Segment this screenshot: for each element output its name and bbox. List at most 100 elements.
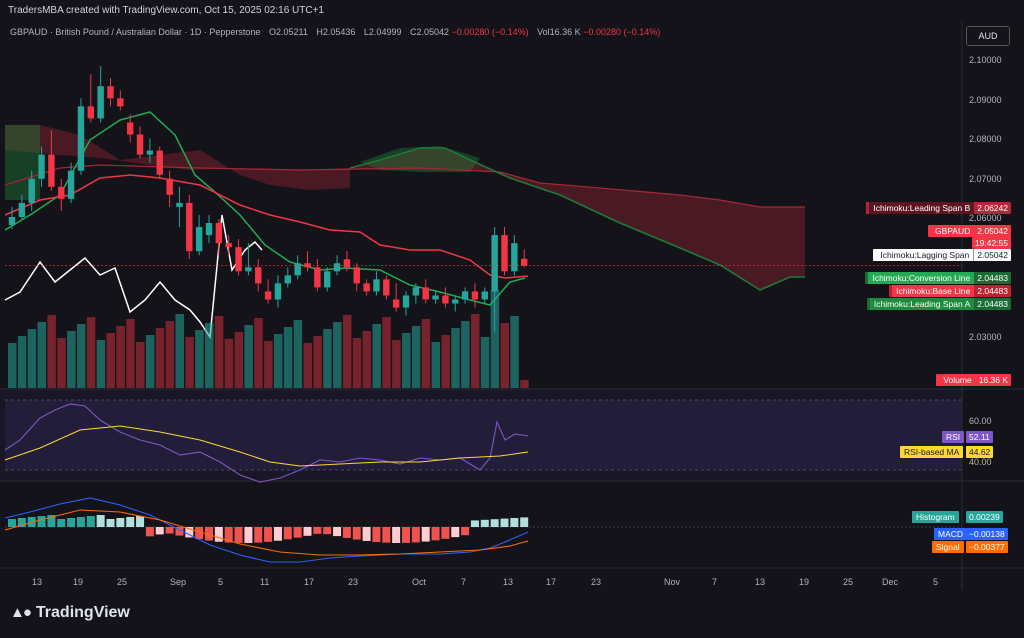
histogram-value: 0.00239: [966, 511, 1003, 523]
macd-histogram-bar: [264, 527, 273, 542]
volume-bar: [106, 333, 115, 388]
currency-button[interactable]: AUD: [966, 26, 1010, 46]
tradingview-logo[interactable]: ▲● TradingView: [10, 604, 130, 621]
tradingview-logo-icon: ▲●: [10, 604, 32, 621]
candle-body: [28, 178, 35, 203]
macd-histogram-bar: [323, 527, 332, 535]
rsi-band: [5, 400, 962, 470]
candle-body: [511, 243, 518, 272]
time-axis-label: 25: [843, 577, 854, 587]
ichimoku-cloud-bear-left: [5, 125, 350, 190]
candle-body: [58, 186, 65, 199]
volume-bar: [372, 324, 381, 388]
candle-body: [67, 170, 75, 199]
time-axis-label: 19: [73, 577, 84, 587]
candle-body: [314, 267, 321, 288]
candle-body: [521, 258, 528, 266]
volume-bar: [333, 322, 342, 388]
candle-body: [432, 295, 439, 300]
time-axis-label: Sep: [170, 577, 187, 587]
candle-body: [87, 106, 94, 119]
macd-histogram-bar: [293, 527, 302, 538]
macd-histogram-bar: [402, 527, 410, 543]
macd-histogram-bar: [254, 527, 263, 543]
candle-body: [324, 271, 331, 288]
macd-histogram-bar: [441, 527, 450, 539]
price-axis-label: 2.06000: [969, 213, 1002, 223]
rsi-ma-label: RSI-based MA: [900, 446, 964, 458]
histogram-label: Histogram: [912, 511, 959, 523]
candle-body: [264, 291, 272, 300]
rsi-ma-line: [4, 425, 529, 467]
volume-bar: [185, 337, 194, 388]
volume-bar: [165, 321, 175, 388]
macd-histogram-bar: [283, 527, 292, 540]
macd-histogram-bar: [303, 527, 312, 536]
macd-histogram-bar: [490, 519, 499, 527]
macd-histogram-bar: [8, 519, 16, 527]
symbol-title[interactable]: GBPAUD · British Pound / Australian Doll…: [10, 27, 261, 37]
volume-bar: [116, 326, 125, 388]
macd-value: −0.00138: [966, 528, 1008, 540]
volume-bar: [57, 338, 66, 388]
macd-histogram-bar: [185, 527, 194, 538]
time-axis-label: 23: [348, 577, 359, 587]
volume-bar: [520, 380, 529, 388]
macd-histogram-bar: [352, 527, 361, 540]
candle-body: [294, 263, 301, 276]
volume-bar: [480, 337, 490, 388]
volume-change: −0.00280 (−0.14%): [583, 27, 661, 37]
volume-bar: [392, 340, 401, 388]
volume-bar: [273, 334, 283, 388]
macd-histogram-bar: [362, 527, 371, 541]
candle-body: [353, 267, 360, 284]
macd-histogram-bar: [165, 527, 174, 534]
symbol-legend[interactable]: GBPAUD · British Pound / Australian Doll…: [10, 27, 660, 37]
macd-histogram-bar: [126, 517, 135, 527]
macd-histogram-bar: [520, 517, 529, 527]
volume-bar: [451, 328, 460, 388]
last-price-tag: GBPAUD 2.05042: [927, 225, 1011, 237]
leading-span-b-tag: Ichimoku:Leading Span B 2.06242: [866, 202, 1011, 214]
volume-bar: [352, 338, 362, 388]
candle-body: [343, 259, 351, 268]
candle-body: [18, 202, 26, 217]
candle-body: [383, 279, 390, 296]
volume-bar: [313, 336, 322, 388]
macd-histogram-bar: [37, 516, 46, 527]
volume-bar: [283, 327, 293, 388]
lagging-span-tag: Ichimoku:Lagging Span 2.05042: [873, 249, 1011, 261]
macd-histogram-bar: [313, 527, 322, 534]
candle-body: [461, 291, 469, 300]
macd-histogram-bar: [500, 518, 509, 527]
time-axis-label: Nov: [664, 577, 681, 587]
volume-bar: [293, 320, 303, 388]
time-axis-label: 17: [546, 577, 557, 587]
ohlc-change: −0.00280 (−0.14%): [451, 27, 529, 37]
macd-histogram-bar: [480, 519, 489, 527]
macd-histogram-bar: [411, 527, 420, 543]
macd-histogram-bar: [155, 527, 164, 535]
ohlc-low: L2.04999: [363, 27, 402, 37]
signal-value: −0.00377: [966, 541, 1008, 553]
time-axis-label: 17: [304, 577, 315, 587]
candle-body: [284, 275, 291, 284]
macd-histogram-bar: [136, 516, 145, 527]
volume-bar: [136, 342, 145, 388]
volume-bar: [234, 332, 244, 388]
signal-line: [4, 509, 529, 556]
volume-bar: [96, 340, 106, 388]
candle-body: [304, 263, 311, 268]
volume-bar: [47, 315, 56, 388]
candle-body: [501, 235, 508, 272]
macd-histogram-bar: [116, 518, 125, 527]
macd-histogram-bar: [470, 520, 479, 527]
volume-bar: [67, 331, 76, 388]
ichimoku-cloud-bull: [360, 146, 480, 172]
time-axis-label: 23: [591, 577, 602, 587]
candle-body: [373, 279, 380, 292]
macd-histogram-bar: [382, 527, 391, 543]
candle-body: [136, 134, 144, 155]
